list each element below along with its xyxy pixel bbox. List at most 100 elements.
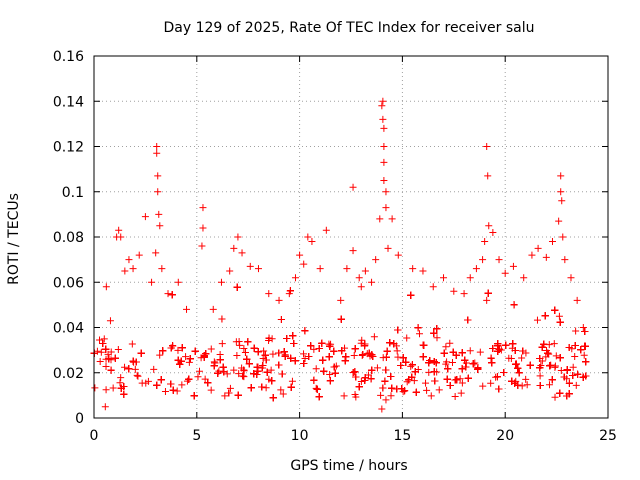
roti-sample-point <box>236 341 244 349</box>
roti-sample-point <box>571 353 579 361</box>
roti-sample-point <box>128 340 136 348</box>
roti-sample-point <box>580 351 588 359</box>
roti-sample-point <box>116 379 124 387</box>
roti-sample-point <box>102 362 110 370</box>
roti-sample-point <box>195 367 203 375</box>
roti-sample-point <box>104 350 112 358</box>
roti-sample-point <box>522 375 530 383</box>
roti-sample-point <box>557 367 565 375</box>
roti-sample-point <box>102 386 110 394</box>
roti-sample-point <box>393 347 401 355</box>
roti-sample-point <box>134 372 142 380</box>
roti-sample-point <box>277 386 285 394</box>
roti-sample-point <box>364 371 372 379</box>
roti-sample-point <box>96 336 104 344</box>
roti-sample-point <box>446 339 454 347</box>
roti-sample-point <box>265 375 273 383</box>
roti-sample-point <box>144 377 152 385</box>
roti-sample-point <box>262 384 270 392</box>
roti-sample-point <box>194 373 202 381</box>
roti-sample-point <box>407 362 415 370</box>
roti-sample-point <box>173 387 181 395</box>
roti-sample-point <box>279 390 287 398</box>
roti-sample-point <box>133 371 141 379</box>
roti-sample-point <box>416 330 424 338</box>
roti-sample-point <box>93 347 101 355</box>
roti-sample-point <box>457 389 465 397</box>
roti-sample-point <box>569 363 577 371</box>
roti-sample-point <box>442 343 450 351</box>
roti-sample-point <box>161 388 169 396</box>
roti-sample-point <box>425 368 433 376</box>
roti-sample-point <box>422 379 430 387</box>
roti-sample-point <box>269 350 277 358</box>
roti-sample-point <box>131 365 139 373</box>
roti-sample-point <box>423 386 431 394</box>
roti-sample-point <box>545 381 553 389</box>
roti-sample-point <box>91 384 99 392</box>
roti-sample-point <box>300 350 308 358</box>
roti-sample-point <box>577 346 585 354</box>
roti-sample-point <box>551 393 559 401</box>
roti-sample-point <box>572 327 580 335</box>
roti-sample-point <box>268 377 276 385</box>
roti-sample-point <box>178 381 186 389</box>
roti-sample-point <box>312 384 320 392</box>
roti-sample-point <box>185 358 193 366</box>
roti-sample-point <box>358 336 366 344</box>
roti-sample-point <box>230 366 238 374</box>
roti-sample-point <box>533 316 541 324</box>
roti-sample-point <box>373 364 381 372</box>
roti-sample-point <box>476 348 484 356</box>
roti-sample-point <box>550 340 558 348</box>
roti-sample-point <box>483 296 491 304</box>
roti-sample-point <box>267 366 275 374</box>
roti-sample-point <box>479 382 487 390</box>
roti-sample-point <box>150 365 158 373</box>
roti-sample-point <box>394 353 402 361</box>
roti-sample-point <box>518 354 526 362</box>
roti-sample-point <box>466 347 474 355</box>
roti-sample-point <box>552 352 560 360</box>
roti-sample-point <box>226 384 234 392</box>
roti-sample-point <box>518 382 526 390</box>
roti-sample-point <box>174 346 182 354</box>
roti-sample-point <box>182 353 190 361</box>
roti-sample-point <box>357 377 365 385</box>
roti-sample-point <box>451 392 459 400</box>
roti-sample-point <box>312 365 320 373</box>
roti-sample-point <box>350 352 358 360</box>
roti-sample-point <box>387 392 395 400</box>
data-points <box>90 97 590 413</box>
roti-sample-point <box>505 354 513 362</box>
roti-sample-point <box>456 375 464 383</box>
roti-sample-point <box>572 381 580 389</box>
roti-sample-point <box>510 301 518 309</box>
roti-sample-point <box>97 348 105 356</box>
roti-sample-point <box>352 393 360 401</box>
roti-sample-point <box>487 379 495 387</box>
roti-sample-point <box>458 379 466 387</box>
roti-sample-point <box>156 351 164 359</box>
roti-sample-point <box>109 384 117 392</box>
roti-sample-point <box>427 392 435 400</box>
roti-sample-point <box>233 351 241 359</box>
roti-sample-point <box>370 333 378 341</box>
roti-sample-point <box>260 347 268 355</box>
roti-sample-point <box>218 340 226 348</box>
roti-sample-point <box>536 372 544 380</box>
roti-sample-point <box>240 344 248 352</box>
roti-sample-point <box>235 370 243 378</box>
roti-sample-point <box>310 345 318 353</box>
roti-sample-point <box>114 345 122 353</box>
roti-sample-point <box>377 391 385 399</box>
roti-sample-point <box>201 375 209 383</box>
roti-sample-point <box>433 334 441 342</box>
roti-sample-point <box>443 358 451 366</box>
roti-sample-point <box>265 334 273 342</box>
roti-sample-point <box>207 345 215 353</box>
roti-sample-point <box>523 381 531 389</box>
roti-sample-point <box>471 359 479 367</box>
roti-sample-point <box>326 371 334 379</box>
